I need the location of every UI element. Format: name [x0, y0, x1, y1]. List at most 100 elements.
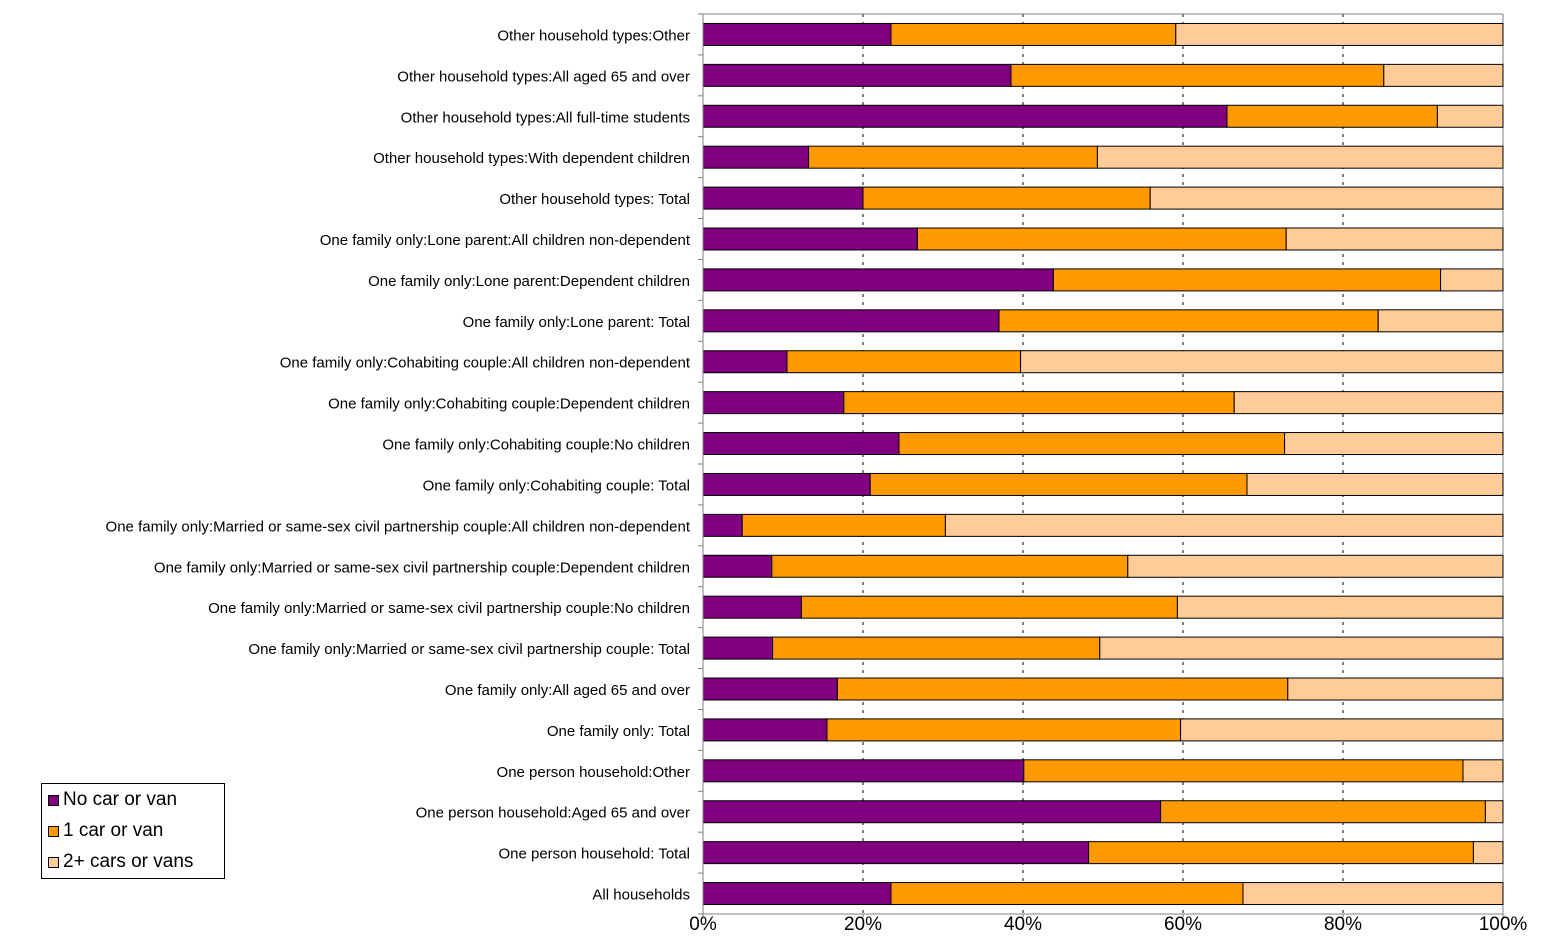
category-label: One person household: Total	[498, 846, 690, 863]
category-label: One family only:Lone parent:All children…	[320, 232, 691, 249]
bar-no-car	[702, 186, 864, 210]
bar-one-car	[1052, 268, 1442, 292]
bar-two-plus	[1233, 391, 1504, 415]
bar-one-car	[890, 882, 1244, 906]
bar-no-car	[702, 350, 788, 374]
bar-two-plus	[1472, 841, 1504, 865]
bar-two-plus	[1176, 595, 1504, 619]
bar-no-car	[702, 104, 1228, 128]
bar-one-car	[1088, 841, 1474, 865]
bar-no-car	[702, 227, 918, 251]
x-tick-label: 40%	[1004, 914, 1042, 933]
category-label: Other household types:All aged 65 and ov…	[397, 68, 690, 85]
bar-one-car	[808, 145, 1098, 169]
bar-one-car	[1226, 104, 1438, 128]
bar-two-plus	[1099, 636, 1504, 660]
bar-two-plus	[1180, 718, 1504, 742]
category-label: One family only:Cohabiting couple: Total	[423, 477, 690, 494]
category-label: One person household:Other	[497, 764, 690, 781]
bar-two-plus	[1287, 677, 1504, 701]
bar-two-plus	[1440, 268, 1504, 292]
category-label: One family only:Cohabiting couple:No chi…	[382, 437, 690, 454]
bar-two-plus	[1242, 882, 1504, 906]
legend-label-no-car: No car or van	[63, 789, 178, 810]
legend-item-no-car: No car or van	[48, 788, 177, 812]
bar-no-car	[702, 595, 802, 619]
bar-two-plus	[1484, 800, 1504, 824]
category-label: One family only:Married or same-sex civi…	[208, 600, 690, 617]
category-label: Other household types:All full-time stud…	[401, 109, 690, 126]
category-label: One family only:Lone parent:Dependent ch…	[368, 273, 690, 290]
bar-no-car	[702, 391, 845, 415]
bar-two-plus	[944, 513, 1504, 537]
legend-item-one-car: 1 car or van	[48, 819, 163, 843]
bar-one-car	[772, 636, 1101, 660]
x-tick-label: 100%	[1479, 914, 1528, 933]
bar-one-car	[741, 513, 946, 537]
category-label: One family only:Cohabiting couple:All ch…	[280, 355, 691, 372]
legend-swatch-no-car	[48, 794, 59, 806]
bar-two-plus	[1383, 63, 1504, 87]
bar-two-plus	[1377, 309, 1504, 333]
category-label: One family only:Cohabiting couple:Depend…	[328, 396, 690, 413]
bar-one-car	[890, 22, 1177, 46]
bar-one-car	[898, 432, 1286, 456]
bar-no-car	[702, 63, 1012, 87]
bar-no-car	[702, 472, 871, 496]
x-tick-label: 20%	[844, 914, 882, 933]
bar-two-plus	[1462, 759, 1504, 783]
category-label: All households	[592, 887, 690, 904]
category-label: One family only: Total	[547, 723, 690, 740]
bar-no-car	[702, 268, 1054, 292]
bar-one-car	[862, 186, 1151, 210]
category-label: Other household types: Total	[499, 191, 690, 208]
bar-one-car	[800, 595, 1178, 619]
legend-item-two-plus: 2+ cars or vans	[48, 850, 193, 874]
category-label: One family only:Lone parent: Total	[463, 314, 690, 331]
bar-no-car	[702, 145, 810, 169]
bar-one-car	[836, 677, 1289, 701]
bar-two-plus	[1246, 472, 1504, 496]
bar-two-plus	[1284, 432, 1504, 456]
category-label: Other household types:With dependent chi…	[373, 150, 690, 167]
bar-two-plus	[1175, 22, 1504, 46]
bar-no-car	[702, 882, 892, 906]
category-label: Other household types:Other	[497, 27, 690, 44]
bar-one-car	[1023, 759, 1464, 783]
bar-no-car	[702, 841, 1090, 865]
bar-two-plus	[1020, 350, 1504, 374]
category-label: One family only:Married or same-sex civi…	[248, 641, 690, 658]
bar-no-car	[702, 636, 774, 660]
legend-label-two-plus: 2+ cars or vans	[63, 851, 194, 872]
bar-no-car	[702, 759, 1025, 783]
category-label: One family only:All aged 65 and over	[445, 682, 690, 699]
bar-one-car	[1010, 63, 1385, 87]
bar-two-plus	[1285, 227, 1504, 251]
category-label: One family only:Married or same-sex civi…	[106, 518, 691, 535]
category-label: One family only:Married or same-sex civi…	[154, 559, 690, 576]
bar-one-car	[826, 718, 1182, 742]
bar-two-plus	[1127, 554, 1504, 578]
legend: No car or van 1 car or van 2+ cars or va…	[41, 783, 225, 879]
bar-one-car	[786, 350, 1022, 374]
bar-no-car	[702, 513, 743, 537]
bar-no-car	[702, 800, 1162, 824]
bar-no-car	[702, 432, 900, 456]
bar-two-plus	[1149, 186, 1504, 210]
bar-no-car	[702, 554, 773, 578]
bar-one-car	[843, 391, 1235, 415]
bar-one-car	[998, 309, 1379, 333]
legend-swatch-two-plus	[48, 856, 59, 868]
bar-no-car	[702, 718, 828, 742]
legend-label-one-car: 1 car or van	[63, 820, 164, 841]
bar-no-car	[702, 309, 1000, 333]
bar-one-car	[916, 227, 1287, 251]
bar-no-car	[702, 677, 838, 701]
category-label: One person household:Aged 65 and over	[416, 805, 690, 822]
bar-no-car	[702, 22, 892, 46]
bar-one-car	[1160, 800, 1486, 824]
bar-one-car	[869, 472, 1248, 496]
bar-two-plus	[1096, 145, 1504, 169]
